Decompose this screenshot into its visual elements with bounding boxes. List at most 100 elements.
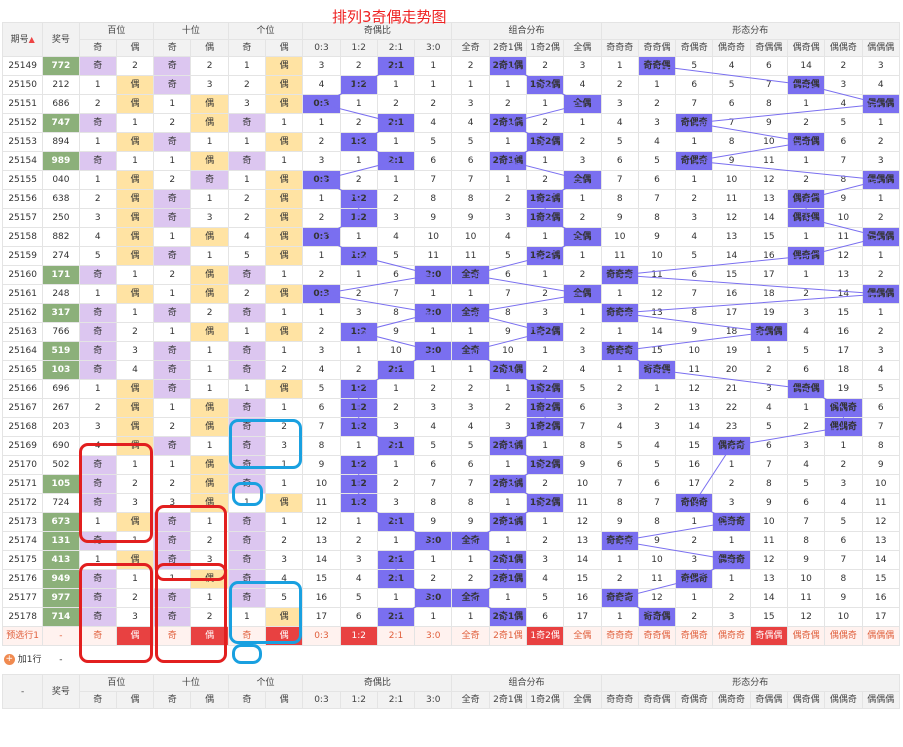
award-cell: 267	[42, 398, 80, 418]
miss-count-cell: 2	[525, 113, 565, 133]
prediction-option-cell[interactable]: 3:0	[414, 626, 453, 646]
miss-count-cell: 14	[302, 550, 341, 570]
prediction-option-cell[interactable]: 全奇	[451, 626, 490, 646]
marked-cell: 1奇2偶	[525, 322, 565, 342]
marked-cell: 3:0	[414, 588, 453, 608]
miss-count-cell: 1	[451, 284, 490, 304]
prediction-option-cell[interactable]: 2奇1偶	[488, 626, 528, 646]
miss-count-cell: 23	[712, 417, 751, 437]
prediction-option-cell[interactable]: 奇奇偶	[637, 626, 677, 646]
table-row: 25160 171 奇 1 2 偶奇 1 2 1 6 3:0 全奇 6 1 2 奇奇奇 11 6 15 17 1 13 2	[1, 265, 901, 285]
miss-count-cell: 5	[227, 246, 267, 266]
miss-count-cell: 14	[637, 322, 677, 342]
award-cell: 638	[42, 189, 80, 209]
table-row: 25166 696 1 偶奇 1 1 偶 5 1:2 1 2 2 1 1奇2偶 5 2 1 12 21 3 偶奇偶 19 5	[1, 379, 901, 399]
subheader-cell: 偶	[190, 39, 229, 57]
sort-icon[interactable]: ▲	[28, 34, 35, 44]
period-cell: 25168	[1, 417, 44, 437]
prediction-option-cell[interactable]: 偶偶奇	[824, 626, 863, 646]
prediction-option-cell[interactable]: 偶	[115, 626, 155, 646]
add-row-button[interactable]: + 加1行	[2, 645, 43, 675]
marked-cell: 奇	[227, 436, 267, 456]
table-row: 25161 248 1 偶 1 偶 2 偶 0:3 2 7 1 1 7 2 全偶 1 12 7 16 18 2 14 偶偶偶	[1, 284, 901, 304]
miss-count-cell: 1	[264, 151, 304, 171]
prediction-option-cell[interactable]: 0:3	[302, 626, 341, 646]
prediction-option-cell[interactable]: 偶奇偶	[786, 626, 826, 646]
plus-icon[interactable]: +	[3, 654, 15, 665]
miss-count-cell: 2	[451, 56, 490, 76]
miss-count-cell: 5	[78, 246, 117, 266]
marked-cell: 偶	[190, 322, 229, 342]
miss-count-cell: 2	[339, 170, 378, 190]
footer-group: 奇偶比	[302, 674, 453, 692]
prediction-option-cell[interactable]: 奇偶奇	[675, 626, 714, 646]
miss-count-cell: 1	[525, 227, 565, 247]
marked-cell: 偶偶偶	[861, 94, 901, 114]
miss-count-cell: 6	[824, 132, 863, 152]
period-cell: 25164	[1, 341, 44, 361]
miss-count-cell: 4	[414, 417, 453, 437]
miss-count-cell: 1	[153, 227, 192, 247]
miss-count-cell: 3	[861, 341, 901, 361]
miss-count-cell: 13	[563, 531, 602, 551]
miss-count-cell: 1	[861, 113, 901, 133]
period-cell: 25170	[1, 455, 44, 475]
miss-count-cell: 2	[675, 531, 714, 551]
marked-cell: 偶	[190, 265, 229, 285]
subheader-cell: 奇偶偶	[749, 39, 788, 57]
miss-count-cell: 4	[712, 56, 751, 76]
marked-cell: 奇	[227, 113, 267, 133]
miss-count-cell: 6	[376, 265, 416, 285]
footer-subheader-cell: 偶奇奇	[712, 691, 751, 709]
miss-count-cell: 2	[488, 94, 528, 114]
prediction-option-cell[interactable]: 2:1	[376, 626, 416, 646]
period-header[interactable]: 期号▲	[1, 22, 44, 57]
footer-subheader-cell: 奇偶奇	[675, 691, 714, 709]
marked-cell: 奇	[227, 398, 267, 418]
miss-count-cell: 2	[786, 170, 826, 190]
annotation-blue-ones-3	[229, 581, 302, 644]
miss-count-cell: 1	[78, 379, 117, 399]
marked-cell: 全奇	[451, 531, 490, 551]
prediction-option-cell[interactable]: 偶奇奇	[712, 626, 751, 646]
add-row-label: 加1行	[17, 655, 42, 665]
footer-group: 形态分布	[600, 674, 901, 692]
marked-cell: 奇	[78, 493, 117, 513]
prediction-option-cell[interactable]: 奇	[78, 626, 117, 646]
miss-count-cell: 12	[824, 246, 863, 266]
footer-award: 奖号	[42, 674, 80, 709]
miss-count-cell: 1	[339, 94, 378, 114]
marked-cell: 2:1	[376, 607, 416, 627]
marked-cell: 奇	[227, 303, 267, 323]
miss-count-cell: 1	[153, 94, 192, 114]
miss-count-cell: 4	[525, 569, 565, 589]
prediction-option-cell[interactable]: 奇奇奇	[600, 626, 639, 646]
miss-count-cell: 1	[824, 436, 863, 456]
table-row: 25163 766 奇 2 1 偶 1 偶 2 1:2 9 1 1 9 1奇2偶 2 1 14 9 18 奇偶偶 4 16 2	[1, 322, 901, 342]
miss-count-cell: 2	[488, 398, 528, 418]
miss-count-cell: 1	[376, 531, 416, 551]
prediction-option-cell[interactable]: 奇	[153, 626, 192, 646]
miss-count-cell: 1	[525, 151, 565, 171]
miss-count-cell: 6	[339, 607, 378, 627]
miss-count-cell: 3	[227, 94, 267, 114]
marked-cell: 2:1	[376, 569, 416, 589]
prediction-option-cell[interactable]: 1奇2偶	[525, 626, 565, 646]
prediction-option-cell[interactable]: 1:2	[339, 626, 378, 646]
prediction-option-cell[interactable]: 全偶	[563, 626, 602, 646]
miss-count-cell: 9	[749, 493, 788, 513]
prediction-option-cell[interactable]: 偶	[190, 626, 229, 646]
miss-count-cell: 2	[376, 398, 416, 418]
miss-count-cell: 12	[861, 512, 901, 532]
prediction-option-cell[interactable]: 偶偶偶	[861, 626, 901, 646]
miss-count-cell: 2	[861, 208, 901, 228]
miss-count-cell: 1	[451, 360, 490, 380]
marked-cell: 奇	[153, 531, 192, 551]
marked-cell: 偶	[115, 417, 155, 437]
prediction-option-cell[interactable]: 奇偶偶	[749, 626, 788, 646]
miss-count-cell: 1	[488, 588, 528, 608]
marked-cell: 奇	[227, 341, 267, 361]
miss-count-cell: 10	[786, 569, 826, 589]
miss-count-cell: 1	[339, 512, 378, 532]
miss-count-cell: 4	[824, 94, 863, 114]
